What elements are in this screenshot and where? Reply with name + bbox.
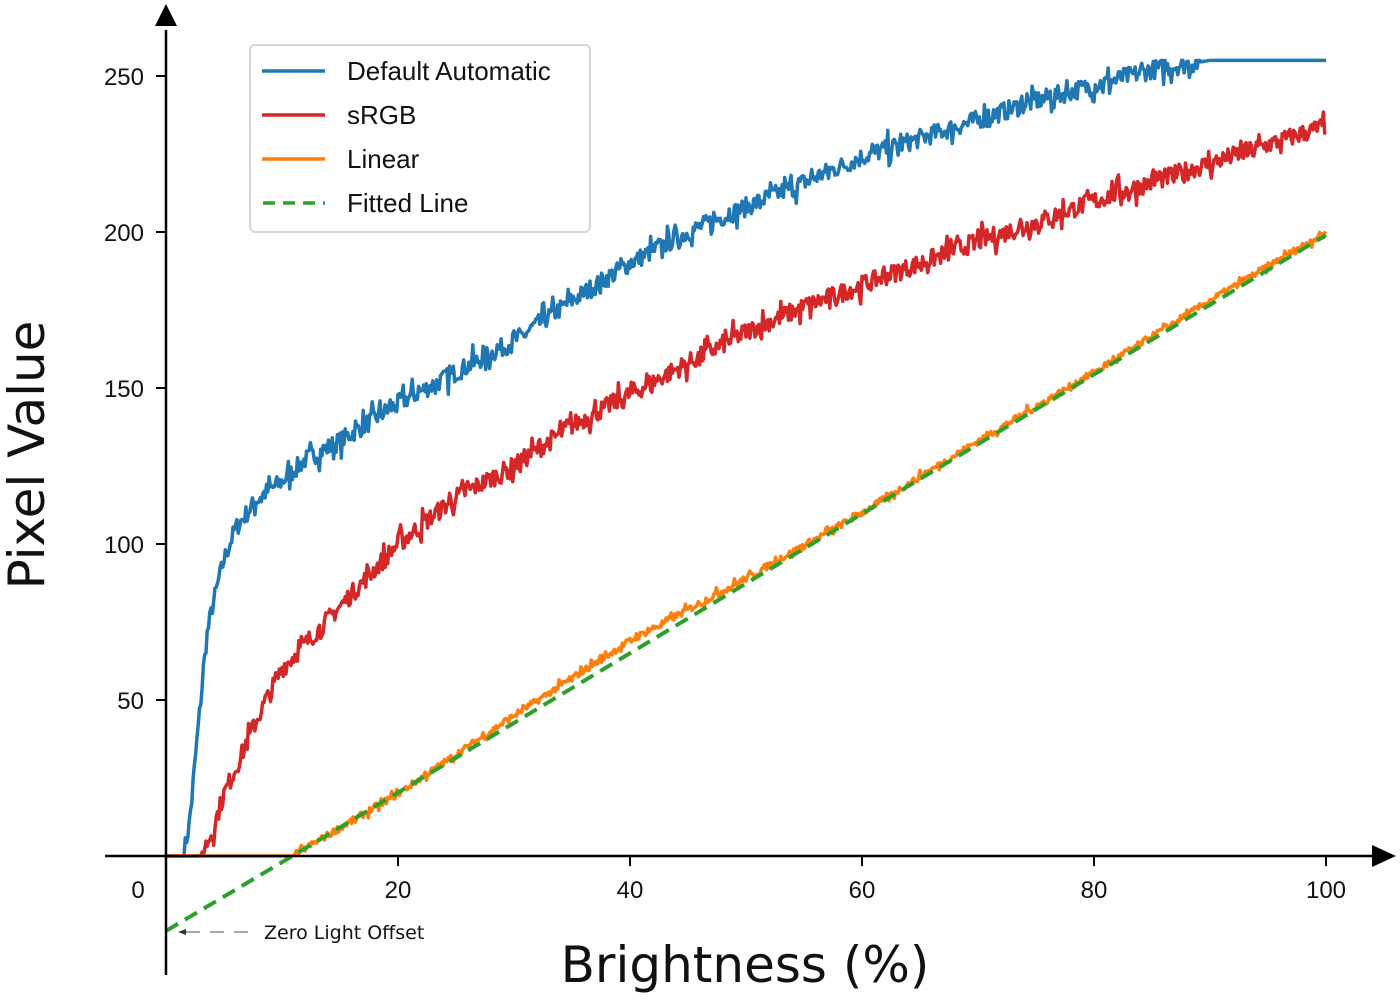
x-tick-label: 20 bbox=[385, 877, 412, 904]
annotation-arrow-icon bbox=[178, 929, 186, 935]
svg-text:Linear: Linear bbox=[347, 144, 420, 174]
y-axis-title: Pixel Value bbox=[0, 321, 56, 590]
y-tick-label: 50 bbox=[117, 688, 144, 715]
svg-text:Fitted Line: Fitted Line bbox=[347, 188, 468, 218]
x-axis-title: Brightness (%) bbox=[561, 936, 930, 994]
y-tick-label: 250 bbox=[104, 64, 144, 91]
x-tick-label: 60 bbox=[849, 877, 876, 904]
svg-text:Default Automatic: Default Automatic bbox=[347, 56, 551, 86]
y-axis: 50 100 150 200 250 bbox=[104, 4, 177, 975]
x-tick-label: 40 bbox=[617, 877, 644, 904]
svg-text:Zero Light Offset: Zero Light Offset bbox=[264, 922, 424, 944]
chart: 0 20 40 60 80 100 50 100 150 200 250 Brightness (… bbox=[0, 0, 1400, 1000]
x-axis-arrow-icon bbox=[1372, 845, 1396, 867]
svg-text:sRGB: sRGB bbox=[347, 100, 416, 130]
legend: Default Automatic sRGB Linear Fitted Lin… bbox=[250, 45, 590, 232]
y-tick-label: 100 bbox=[104, 532, 144, 559]
series-fitted-line bbox=[166, 235, 1326, 931]
zero-light-offset-annotation: Zero Light Offset bbox=[178, 922, 424, 944]
y-axis-arrow-icon bbox=[155, 4, 177, 26]
x-tick-label: 0 bbox=[131, 877, 144, 904]
x-tick-label: 80 bbox=[1081, 877, 1108, 904]
x-tick-label: 100 bbox=[1306, 877, 1346, 904]
y-tick-label: 200 bbox=[104, 220, 144, 247]
y-tick-label: 150 bbox=[104, 376, 144, 403]
